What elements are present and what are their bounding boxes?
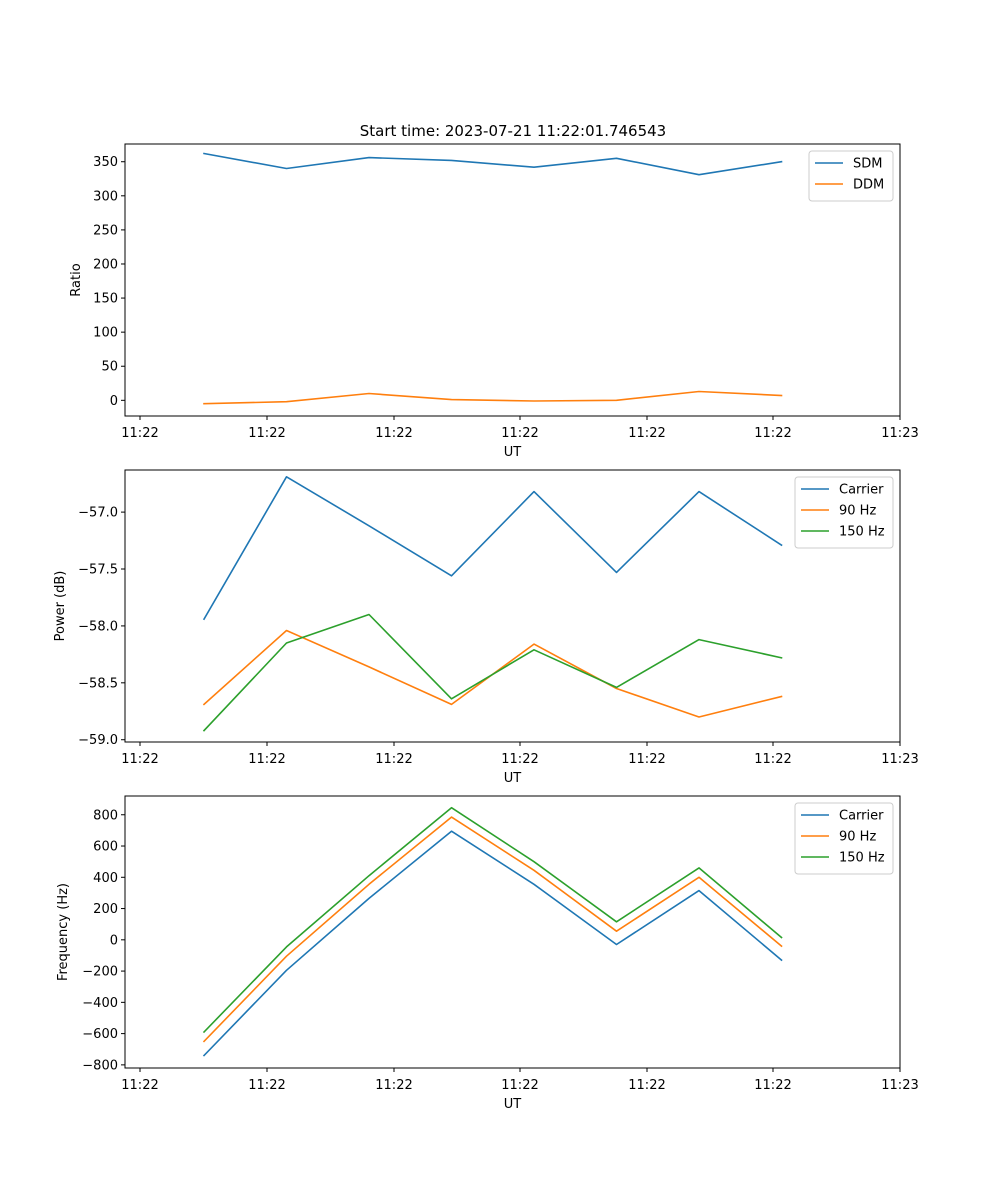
ratio-x-tick-label: 11:22 [375, 426, 412, 441]
frequency-series-150-hz [204, 808, 782, 1032]
power-x-tick-label: 11:22 [248, 752, 285, 767]
power-y-axis-label: Power (dB) [53, 571, 68, 642]
ratio-y-tick-label: 200 [93, 257, 118, 272]
power-y-tick-label: −58.5 [78, 676, 118, 691]
frequency-y-tick-label: 0 [110, 933, 118, 948]
frequency-axes-frame [125, 796, 900, 1068]
frequency-x-tick-label: 11:22 [754, 1078, 791, 1093]
ratio-ticks: 11:22 11:22 11:22 11:22 11:22 11:22 11:23 0 50 10… [93, 155, 919, 441]
frequency-x-tick-label: 11:23 [881, 1078, 918, 1093]
power-x-tick-label: 11:22 [628, 752, 665, 767]
frequency-lines [204, 808, 782, 1056]
power-ticks: 11:22 11:22 11:22 11:22 11:22 11:22 11:23 −57.0… [78, 506, 919, 767]
power-legend-label: Carrier [839, 483, 884, 498]
ratio-legend-label: SDM [853, 157, 882, 172]
frequency-x-tick-label: 11:22 [248, 1078, 285, 1093]
ratio-axes-frame [125, 144, 900, 416]
panel-frequency: 11:22 11:22 11:22 11:22 11:22 11:22 11:23 800 60… [56, 796, 919, 1112]
frequency-x-tick-label: 11:22 [375, 1078, 412, 1093]
power-y-tick-label: −57.5 [78, 563, 118, 578]
frequency-y-tick-label: −400 [82, 996, 118, 1011]
frequency-y-tick-label: 600 [93, 840, 118, 855]
power-x-axis-label: UT [504, 771, 522, 786]
frequency-y-axis-label: Frequency (Hz) [56, 883, 71, 981]
ratio-y-tick-label: 0 [110, 394, 118, 409]
frequency-y-tick-label: 200 [93, 902, 118, 917]
frequency-x-tick-label: 11:22 [501, 1078, 538, 1093]
frequency-y-tick-label: −800 [82, 1058, 118, 1073]
ratio-y-tick-label: 100 [93, 326, 118, 341]
frequency-y-tick-label: −600 [82, 1027, 118, 1042]
power-y-tick-label: −58.0 [78, 619, 118, 634]
frequency-y-tick-label: 800 [93, 808, 118, 823]
ratio-legend: SDM DDM [809, 151, 893, 201]
ratio-series-sdm [204, 154, 782, 175]
power-x-tick-label: 11:22 [754, 752, 791, 767]
ratio-x-tick-label: 11:22 [248, 426, 285, 441]
ratio-y-tick-label: 50 [101, 360, 118, 375]
ratio-x-tick-label: 11:22 [628, 426, 665, 441]
ratio-legend-label: DDM [853, 178, 884, 193]
power-y-tick-label: −57.0 [78, 506, 118, 521]
frequency-series-90-hz [204, 817, 782, 1041]
frequency-ticks: 11:22 11:22 11:22 11:22 11:22 11:22 11:23 800 60… [82, 808, 918, 1093]
ratio-y-tick-label: 300 [93, 189, 118, 204]
ratio-y-tick-label: 350 [93, 155, 118, 170]
ratio-y-tick-label: 250 [93, 223, 118, 238]
frequency-legend-label: Carrier [839, 809, 884, 824]
power-series-carrier [204, 477, 782, 619]
ratio-y-axis-label: Ratio [69, 263, 84, 296]
ratio-x-tick-label: 11:22 [501, 426, 538, 441]
power-y-tick-label: −59.0 [78, 733, 118, 748]
power-x-tick-label: 11:22 [375, 752, 412, 767]
power-x-tick-label: 11:23 [881, 752, 918, 767]
ratio-series-ddm [204, 392, 782, 404]
frequency-legend-label: 150 Hz [839, 851, 885, 866]
frequency-x-axis-label: UT [504, 1097, 522, 1112]
power-lines [204, 477, 782, 731]
power-legend-label: 150 Hz [839, 525, 885, 540]
panel-ratio: 11:22 11:22 11:22 11:22 11:22 11:22 11:23 0 50 10… [69, 144, 919, 460]
power-x-tick-label: 11:22 [121, 752, 158, 767]
panel-power: 11:22 11:22 11:22 11:22 11:22 11:22 11:23 −57.0… [53, 470, 919, 786]
ratio-lines [204, 154, 782, 404]
ratio-x-axis-label: UT [504, 445, 522, 460]
chart-title: Start time: 2023-07-21 11:22:01.746543 [360, 122, 666, 140]
frequency-x-tick-label: 11:22 [121, 1078, 158, 1093]
ratio-x-tick-label: 11:22 [121, 426, 158, 441]
power-x-tick-label: 11:22 [501, 752, 538, 767]
frequency-legend: Carrier 90 Hz 150 Hz [795, 803, 893, 874]
frequency-legend-label: 90 Hz [839, 830, 876, 845]
frequency-y-tick-label: −200 [82, 965, 118, 980]
power-legend: Carrier 90 Hz 150 Hz [795, 477, 893, 548]
frequency-x-tick-label: 11:22 [628, 1078, 665, 1093]
power-axes-frame [125, 470, 900, 742]
frequency-y-tick-label: 400 [93, 871, 118, 886]
ratio-y-tick-label: 150 [93, 292, 118, 307]
ratio-x-tick-label: 11:23 [881, 426, 918, 441]
power-legend-label: 90 Hz [839, 504, 876, 519]
ratio-x-tick-label: 11:22 [754, 426, 791, 441]
